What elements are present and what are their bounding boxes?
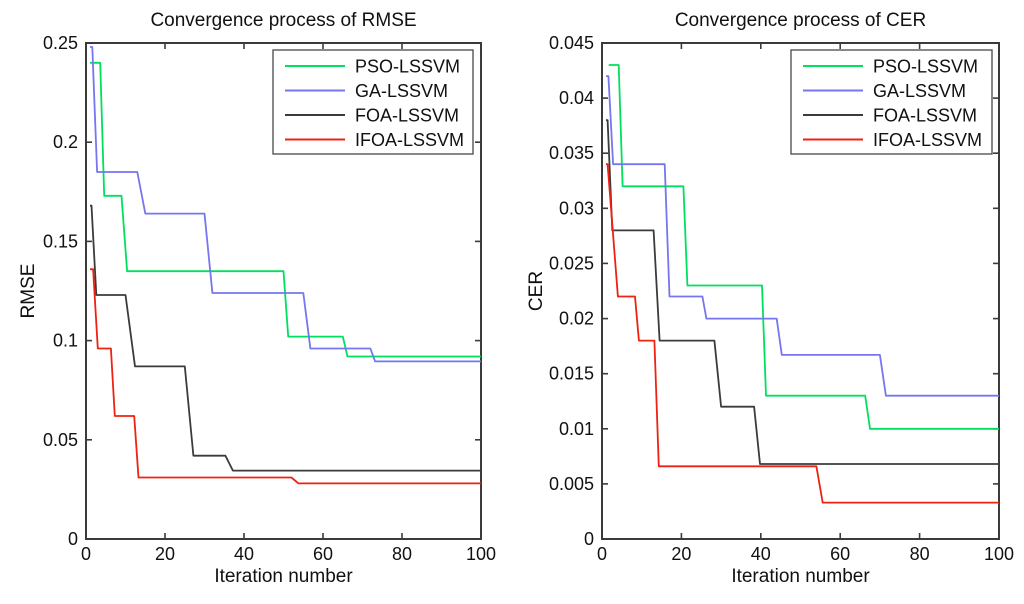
x-tick-label: 80 [910, 544, 930, 564]
plot-frame [85, 42, 482, 540]
y-tick-label: 0.1 [53, 331, 78, 351]
y-tick-label: 0.2 [53, 132, 78, 152]
x-tick-label: 0 [81, 544, 91, 564]
x-tick-label: 100 [984, 544, 1014, 564]
y-tick-label: 0 [68, 529, 78, 549]
x-tick-label: 20 [155, 544, 175, 564]
cer-plot-canvas: 0 20 40 60 80 100 0 0.005 0.01 0.015 0.02 0.025 0.03… [549, 33, 1014, 564]
series-line-PSO-LSSVM [608, 64, 999, 430]
legend: PSO-LSSVM GA-LSSVM FOA-LSSVM IFOA-LSSVM [272, 49, 474, 155]
legend-box [790, 49, 993, 155]
y-tick-label: 0.005 [549, 474, 594, 494]
chart-title: Convergence process of RMSE [150, 10, 417, 31]
y-tick-label: 0.05 [43, 430, 78, 450]
chart-title: Convergence process of CER [674, 10, 927, 31]
y-tick-label: 0.025 [549, 253, 594, 273]
series-line-IFOA-LSSVM [606, 163, 999, 504]
series-line-IFOA-LSSVM [90, 268, 481, 485]
x-tick-label: 60 [830, 544, 850, 564]
legend-box [272, 49, 474, 155]
series-line-PSO-LSSVM [90, 61, 481, 358]
rmse-plot-canvas: 0 20 40 60 80 100 0 0.05 0.1 0.15 0.2 0.25 PSO-LSSVM… [43, 33, 496, 564]
y-tick-label: 0.015 [549, 364, 594, 384]
y-tick-label: 0.15 [43, 231, 78, 251]
x-tick-label: 40 [234, 544, 254, 564]
series-line-GA-LSSVM [606, 75, 999, 397]
legend-label: IFOA-LSSVM [873, 130, 982, 150]
x-tick-label: 100 [466, 544, 496, 564]
series-line-GA-LSSVM [90, 46, 481, 363]
legend-label: PSO-LSSVM [873, 57, 978, 77]
y-tick-label: 0.25 [43, 33, 78, 53]
y-tick-label: 0.02 [559, 309, 594, 329]
plot-frame [601, 42, 1000, 540]
legend-label: GA-LSSVM [355, 81, 448, 101]
rmse-chart: Convergence process of RMSE RMSE Iterati… [18, 10, 496, 587]
legend-label: IFOA-LSSVM [355, 130, 464, 150]
legend: PSO-LSSVM GA-LSSVM FOA-LSSVM IFOA-LSSVM [790, 49, 993, 155]
series-line-FOA-LSSVM [606, 119, 999, 465]
y-tick-label: 0.01 [559, 419, 594, 439]
y-tick-label: 0.04 [559, 88, 594, 108]
x-axis-label: Iteration number [214, 566, 353, 587]
y-tick-label: 0.045 [549, 33, 594, 53]
x-tick-label: 0 [597, 544, 607, 564]
legend-label: GA-LSSVM [873, 81, 966, 101]
series-line-FOA-LSSVM [90, 204, 481, 472]
x-tick-label: 20 [671, 544, 691, 564]
x-tick-label: 60 [313, 544, 333, 564]
y-tick-label: 0.03 [559, 198, 594, 218]
y-tick-label: 0.035 [549, 143, 594, 163]
legend-label: FOA-LSSVM [355, 106, 459, 126]
x-tick-label: 40 [751, 544, 771, 564]
x-axis-label: Iteration number [731, 566, 870, 587]
cer-chart: Convergence process of CER CER Iteration… [512, 0, 1024, 604]
legend-label: PSO-LSSVM [355, 57, 460, 77]
legend-label: FOA-LSSVM [873, 106, 977, 126]
y-tick-label: 0 [584, 529, 594, 549]
x-tick-label: 80 [392, 544, 412, 564]
